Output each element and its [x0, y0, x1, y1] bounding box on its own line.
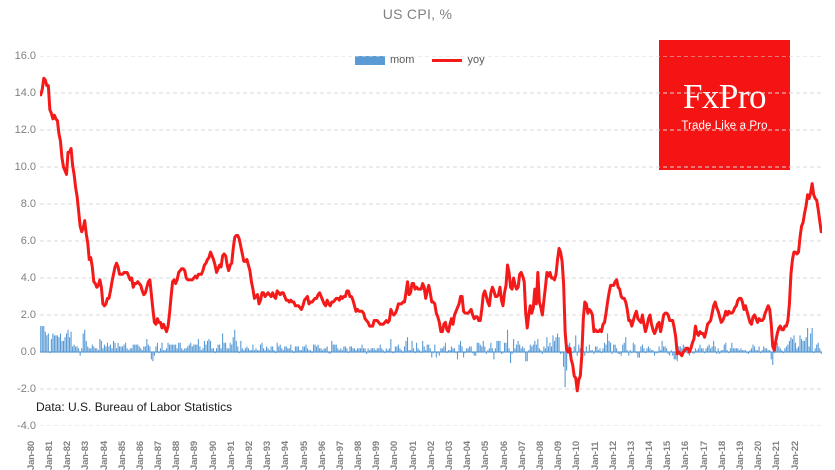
x-tick-label: Jan-89	[189, 441, 201, 470]
x-tick-label: Jan-12	[607, 441, 619, 470]
x-tick-label: Jan-16	[680, 441, 692, 470]
x-tick-label: Jan-94	[280, 441, 292, 470]
x-axis: Jan-80 Jan-81 Jan-82 Jan-83 Jan-84 Jan-85 Jan-…	[26, 428, 822, 470]
x-tick-label: Jan-10	[571, 441, 583, 470]
x-tick-label: Jan-15	[662, 441, 674, 470]
y-tick-label: 4.0	[20, 272, 36, 284]
chart-legend: mom yoy	[355, 54, 485, 66]
x-tick-label: Jan-19	[735, 441, 746, 470]
y-tick-label: 2.0	[20, 309, 36, 321]
x-tick-label: Jan-05	[480, 441, 492, 470]
legend-label-mom: mom	[390, 54, 415, 66]
x-tick-label: Jan-97	[334, 441, 346, 470]
x-tick-label: Jan-22	[789, 441, 801, 470]
x-tick-label: Jan-07	[516, 441, 528, 470]
x-tick-label: Jan-09	[553, 441, 565, 470]
legend-line-swatch-icon	[432, 58, 463, 62]
legend-label-yoy: yoy	[467, 54, 485, 66]
y-tick-label: 10.0	[14, 161, 36, 173]
yoy-line-series	[40, 76, 822, 393]
x-tick-label: Jan-17	[698, 441, 710, 470]
page-title: US CPI, %	[382, 6, 453, 22]
y-tick-label: 8.0	[20, 198, 36, 210]
x-tick-label: Jan-87	[153, 441, 165, 470]
fxpro-logo[interactable]: FxPro Trade Like a Pro	[659, 40, 790, 170]
x-tick-label: Jan-06	[498, 441, 510, 470]
x-tick-label: Jan-99	[371, 441, 383, 470]
x-tick-label: Jan-81	[43, 441, 55, 470]
y-tick-label: 0.0	[20, 346, 36, 358]
x-tick-label: Jan-13	[625, 441, 637, 470]
x-tick-label: Jan-95	[298, 441, 310, 470]
x-tick-label: Jan-85	[116, 441, 128, 470]
x-tick-label: Jan-20	[753, 441, 765, 470]
x-tick-label: Jan-91	[225, 441, 237, 470]
y-tick-label: -2.0	[17, 383, 36, 395]
x-tick-label: Jan-93	[262, 441, 274, 470]
gridlines	[40, 56, 822, 426]
x-tick-label: Jan-11	[589, 441, 601, 470]
y-tick-label: 6.0	[20, 235, 36, 247]
x-tick-label: Jan-00	[389, 441, 401, 470]
x-tick-label: Jan-86	[134, 441, 146, 470]
legend-item-yoy[interactable]: yoy	[432, 54, 485, 66]
plot-area	[40, 56, 822, 426]
source-note: Data: U.S. Bureau of Labor Statistics	[36, 400, 233, 414]
legend-item-mom[interactable]: mom	[355, 54, 414, 66]
x-tick-label: Jan-80	[25, 441, 37, 470]
y-axis: 16.0 14.0 12.0 10.0 8.0 6.0 4.0 2.0 0.0 -2.0 -4.0	[0, 50, 36, 432]
x-tick-label: Jan-04	[462, 441, 474, 470]
x-tick-label: Jan-92	[243, 441, 255, 470]
x-tick-label: Jan-02	[425, 441, 437, 470]
x-tick-label: Jan-82	[62, 441, 74, 470]
y-tick-label: 12.0	[14, 124, 36, 136]
mom-bar-series	[40, 326, 822, 388]
logo-tagline: Trade Like a Pro	[681, 119, 768, 132]
x-tick-label: Jan-21	[771, 441, 783, 470]
x-tick-label: Jan-96	[316, 441, 328, 470]
x-tick-label: Jan-01	[407, 441, 419, 470]
plot-svg	[40, 56, 822, 426]
y-tick-label: -4.0	[17, 420, 36, 432]
legend-bar-swatch-icon	[355, 55, 385, 65]
y-tick-label: 14.0	[14, 87, 36, 99]
x-tick-label: Jan-84	[98, 441, 110, 470]
x-tick-label: Jan-08	[534, 441, 546, 470]
x-tick-label: Jan-88	[171, 441, 183, 470]
x-tick-label: Jan-18	[716, 441, 728, 470]
logo-wordmark: FxPro	[682, 76, 767, 116]
x-tick-label: Jan-03	[444, 441, 456, 470]
x-tick-label: Jan-98	[353, 441, 365, 470]
y-tick-label: 16.0	[14, 50, 36, 62]
x-tick-label: Jan-90	[207, 441, 219, 470]
x-tick-label: Jan-14	[644, 441, 656, 470]
x-tick-label: Jan-83	[80, 441, 92, 470]
